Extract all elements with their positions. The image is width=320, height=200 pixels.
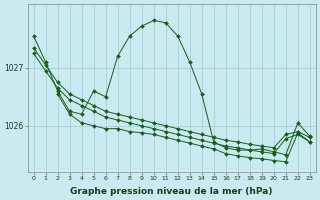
X-axis label: Graphe pression niveau de la mer (hPa): Graphe pression niveau de la mer (hPa) (70, 187, 273, 196)
